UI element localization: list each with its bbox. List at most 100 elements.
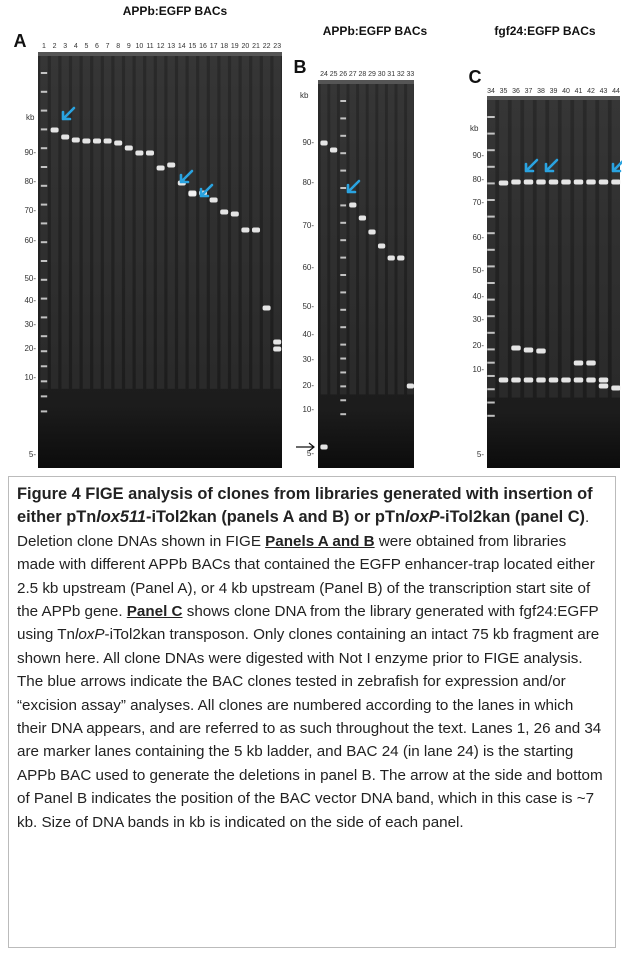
lane-number: 43 bbox=[600, 88, 608, 95]
lane-smear bbox=[72, 56, 79, 389]
ladder-band bbox=[41, 350, 47, 352]
lane-smear bbox=[231, 56, 238, 389]
lane-smear bbox=[321, 84, 328, 394]
lane-number: 44 bbox=[612, 88, 620, 95]
panel-title: APPb:EGFP BACs bbox=[123, 4, 228, 18]
ladder-band bbox=[41, 222, 47, 224]
lane-number: 5 bbox=[84, 43, 88, 50]
dna-band bbox=[511, 378, 521, 383]
ladder-band bbox=[340, 117, 346, 119]
ladder-band bbox=[487, 133, 495, 135]
dna-band bbox=[561, 180, 571, 185]
ladder-band bbox=[340, 291, 346, 293]
lane-smear bbox=[252, 56, 259, 389]
ladder-band bbox=[487, 415, 495, 417]
dna-band bbox=[320, 141, 327, 146]
lane-number: 31 bbox=[387, 71, 395, 78]
lane-smear bbox=[587, 100, 596, 398]
dna-band bbox=[549, 180, 559, 185]
dna-band bbox=[499, 378, 509, 383]
lane-number: 24 bbox=[320, 71, 328, 78]
dna-band bbox=[599, 378, 609, 383]
dna-band bbox=[407, 384, 414, 389]
lane-number: 6 bbox=[95, 43, 99, 50]
dna-band bbox=[561, 378, 571, 383]
dna-band bbox=[574, 361, 584, 366]
dna-band bbox=[72, 138, 80, 143]
size-label: 70- bbox=[472, 198, 484, 207]
dna-band bbox=[368, 230, 375, 235]
ladder-band bbox=[487, 265, 495, 267]
lane-number: 41 bbox=[575, 88, 583, 95]
lane-smear bbox=[349, 84, 356, 394]
size-label: 30- bbox=[472, 315, 484, 324]
lane-smear bbox=[562, 100, 571, 398]
ladder-band bbox=[487, 348, 495, 350]
lane-number: 22 bbox=[263, 43, 271, 50]
size-label: 40- bbox=[302, 330, 314, 339]
ladder-band bbox=[340, 358, 346, 360]
size-label: 20- bbox=[24, 344, 36, 353]
ladder-band bbox=[340, 187, 346, 189]
dna-band bbox=[536, 180, 546, 185]
panel-letter: B bbox=[294, 57, 307, 77]
size-label: 40- bbox=[472, 292, 484, 301]
lane-number: 18 bbox=[220, 43, 228, 50]
lane-smear bbox=[512, 100, 521, 398]
lane-number: 30 bbox=[378, 71, 386, 78]
ladder-band bbox=[487, 166, 495, 168]
dna-band bbox=[511, 346, 521, 351]
lane-smear bbox=[83, 56, 90, 389]
dna-band bbox=[330, 148, 337, 153]
lane-number: 15 bbox=[189, 43, 197, 50]
lane-number: 3 bbox=[63, 43, 67, 50]
dna-band bbox=[524, 378, 534, 383]
ladder-band bbox=[340, 239, 346, 241]
size-label: 5- bbox=[29, 450, 36, 459]
size-label: 50- bbox=[24, 274, 36, 283]
ladder-band bbox=[487, 249, 495, 251]
lane-smear bbox=[178, 56, 185, 389]
lane-smear bbox=[146, 56, 153, 389]
size-label: 20- bbox=[472, 341, 484, 350]
lane-smear bbox=[51, 56, 58, 389]
ladder-band bbox=[41, 410, 47, 412]
size-label: 90- bbox=[302, 138, 314, 147]
ladder-band bbox=[487, 299, 495, 301]
ladder-band bbox=[340, 399, 346, 401]
lane-smear bbox=[199, 56, 206, 389]
dna-band bbox=[349, 203, 356, 208]
dna-band bbox=[231, 212, 239, 217]
size-unit: kb bbox=[300, 91, 309, 100]
lane-number: 42 bbox=[587, 88, 595, 95]
lane-smear bbox=[369, 84, 376, 394]
lane-number: 34 bbox=[487, 88, 495, 95]
ladder-band bbox=[340, 344, 346, 346]
lane-smear bbox=[242, 56, 249, 389]
lane-number: 26 bbox=[339, 71, 347, 78]
lane-smear bbox=[210, 56, 217, 389]
ladder-band bbox=[41, 185, 47, 187]
lane-number: 11 bbox=[146, 43, 153, 50]
lane-number: 14 bbox=[178, 43, 186, 50]
lane-smear bbox=[167, 56, 174, 389]
panel-letter: C bbox=[469, 67, 482, 87]
size-label: 10- bbox=[472, 365, 484, 374]
dna-band bbox=[146, 151, 154, 156]
ladder-band bbox=[340, 257, 346, 259]
gel-well-row bbox=[487, 96, 620, 100]
size-label: 30- bbox=[302, 355, 314, 364]
lane-number: 35 bbox=[500, 88, 508, 95]
dna-band bbox=[611, 386, 621, 391]
size-label: 50- bbox=[302, 302, 314, 311]
lane-number: 21 bbox=[252, 43, 260, 50]
ladder-band bbox=[340, 385, 346, 387]
dna-band bbox=[104, 139, 112, 144]
size-unit: kb bbox=[470, 124, 479, 133]
lane-number: 32 bbox=[397, 71, 405, 78]
ladder-band bbox=[487, 388, 495, 390]
ladder-band bbox=[41, 204, 47, 206]
ladder-band bbox=[340, 170, 346, 172]
lane-smear bbox=[189, 56, 196, 389]
dna-band bbox=[167, 163, 175, 168]
